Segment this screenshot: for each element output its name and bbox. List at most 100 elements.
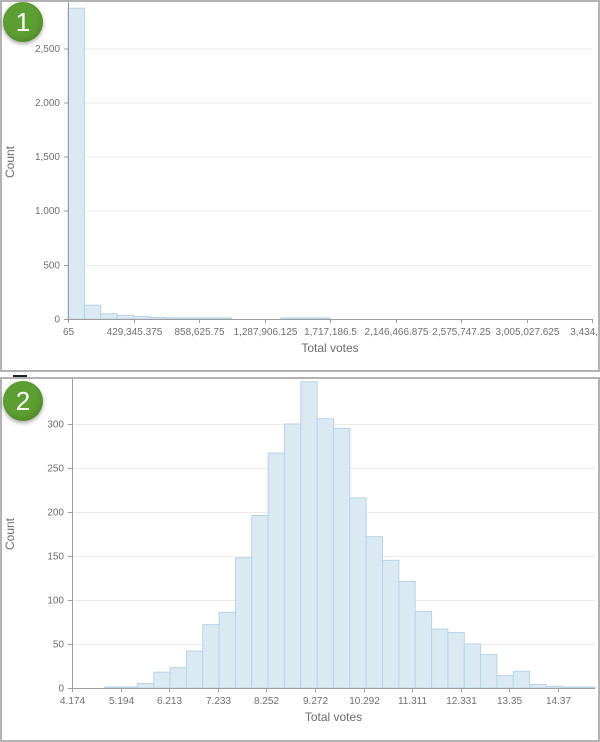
x-tick-label: 10.292 [349, 696, 380, 707]
histogram-bar [545, 685, 563, 689]
x-tick-label: 12.331 [446, 696, 477, 707]
separator-dash [13, 375, 27, 377]
histogram-bar [165, 317, 184, 320]
histogram-bar [83, 304, 102, 320]
axes [68, 379, 595, 692]
histogram-bar [116, 314, 134, 320]
histogram-bar [313, 317, 331, 320]
x-tick-label: 7.233 [206, 696, 231, 707]
axis-titles: Total votes Count [3, 145, 359, 355]
histogram-bar [67, 7, 85, 320]
histogram-bar [529, 683, 547, 689]
x-axis-labels: 4.174 5.194 6.213 7.233 8.252 9.272 10.292 11.3… [60, 696, 571, 707]
histogram-bar [316, 418, 334, 689]
x-tick-label: 5.194 [109, 696, 134, 707]
histogram-bar [280, 317, 298, 320]
histogram-bar [431, 628, 449, 689]
histogram-bar [382, 559, 400, 689]
y-tick-label: 0 [58, 684, 64, 695]
histogram-bar [100, 313, 118, 320]
x-tick-label: 11.311 [398, 696, 428, 707]
y-gridlines [68, 48, 592, 266]
y-tick-label: 1,000 [35, 206, 60, 217]
x-tick-label: 9.272 [303, 696, 328, 707]
histogram-bar [296, 317, 315, 320]
step-badge-2: 2 [3, 381, 43, 421]
histogram-bar [251, 515, 269, 689]
histogram-bar [480, 654, 498, 689]
histogram-bar [133, 315, 151, 320]
histogram-bar [169, 667, 187, 689]
x-tick-label: 65 [63, 327, 75, 338]
histogram-bar [234, 557, 253, 689]
x-tick-label: 13.35 [497, 696, 522, 707]
axes [64, 2, 593, 323]
histogram-bar [414, 610, 433, 689]
y-tick-label: 200 [47, 508, 64, 519]
histogram-bar [202, 624, 220, 689]
histogram-bar [349, 497, 367, 689]
histogram-bars [67, 7, 331, 320]
histogram-bar [104, 686, 122, 689]
x-tick-label: 2,575,747.25 [432, 327, 491, 338]
y-axis-title: Count [3, 145, 17, 178]
histogram-bar [198, 317, 216, 320]
x-tick-label: 429,345.375 [107, 327, 163, 338]
y-tick-label: 50 [53, 640, 65, 651]
figure-panel-2: 0 50 100 150 200 250 300 4.174 5.194 6.213 7.233 8.… [0, 377, 600, 742]
histogram-bar [218, 611, 236, 689]
histogram-bar [214, 317, 233, 320]
histogram-bar [283, 423, 302, 689]
y-tick-label: 150 [47, 552, 64, 563]
histogram-bar [267, 452, 285, 689]
histogram-bar [365, 536, 384, 689]
histogram-bar [120, 686, 138, 689]
y-tick-label: 2,000 [35, 98, 60, 109]
y-axis-title: Count [3, 517, 17, 550]
axis-titles: Total votes Count [3, 517, 362, 724]
step-badge-2-label: 2 [15, 386, 31, 416]
y-tick-label: 0 [54, 315, 60, 326]
histogram-bar [512, 670, 531, 689]
x-axis-title: Total votes [305, 710, 362, 724]
histogram-bars [104, 381, 596, 689]
histogram-bar [463, 643, 482, 689]
histogram-log-votes: 0 50 100 150 200 250 300 4.174 5.194 6.213 7.233 8.… [3, 379, 596, 724]
x-axis-title: Total votes [301, 341, 358, 355]
histogram-bar [149, 316, 167, 320]
histogram-bar [333, 427, 351, 689]
figure-panel-1: 0 500 1,000 1,500 2,000 2,500 65 429,345.375 858… [0, 0, 600, 372]
x-tick-label: 2,146,466.875 [365, 327, 429, 338]
histogram-raw-votes: 0 500 1,000 1,500 2,000 2,500 65 429,345.375 858… [3, 2, 598, 355]
y-axis-labels: 0 500 1,000 1,500 2,000 2,500 [35, 44, 60, 326]
x-tick-label: 1,287,906.125 [234, 327, 298, 338]
x-tick-label: 4.174 [60, 696, 85, 707]
y-tick-label: 100 [47, 596, 64, 607]
y-tick-label: 2,500 [35, 44, 60, 55]
x-axis-labels: 65 429,345.375 858,625.75 1,287,906.125 1,71… [63, 327, 598, 338]
histogram-bar [136, 683, 155, 689]
x-tick-label: 1,717,186.5 [304, 327, 357, 338]
y-tick-label: 500 [43, 260, 60, 271]
x-tick-label: 858,625.75 [174, 327, 224, 338]
step-badge-1-label: 1 [15, 7, 31, 37]
x-tick-label: 3,434,308 [570, 327, 598, 338]
x-tick-label: 14.37 [546, 696, 571, 707]
histogram-bar [300, 381, 318, 689]
histogram-bar [578, 686, 596, 689]
histogram-bar [182, 317, 200, 320]
y-tick-label: 250 [47, 464, 64, 475]
x-tick-label: 3,005,027.625 [496, 327, 560, 338]
histogram-bar [153, 671, 171, 689]
histogram-bar [447, 632, 465, 689]
histogram-bar [398, 581, 416, 689]
y-tick-label: 1,500 [35, 152, 60, 163]
histogram-bar [561, 686, 580, 689]
step-badge-1: 1 [3, 2, 43, 42]
x-tick-label: 6.213 [157, 696, 182, 707]
x-tick-label: 8.252 [254, 696, 279, 707]
histogram-bar [496, 675, 514, 689]
y-axis-labels: 0 50 100 150 200 250 300 [47, 420, 64, 695]
histogram-bar [185, 650, 204, 689]
y-tick-label: 300 [47, 420, 64, 431]
